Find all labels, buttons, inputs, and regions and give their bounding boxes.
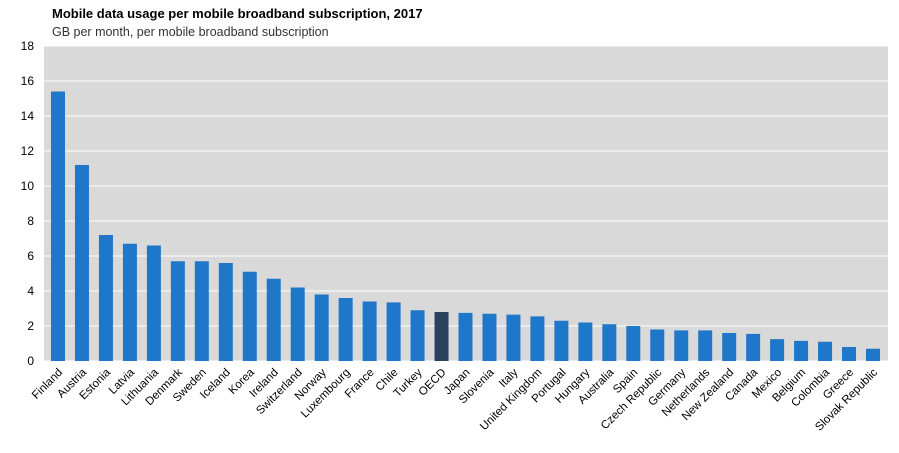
bar-france [362, 301, 377, 361]
y-tick-label: 4 [27, 284, 34, 298]
bar-italy [506, 314, 521, 361]
bar-belgium [794, 340, 809, 361]
bar-united-kingdom [530, 316, 545, 361]
bar-iceland [218, 263, 233, 361]
chart-title: Mobile data usage per mobile broadband s… [52, 6, 423, 21]
bar-canada [746, 333, 761, 361]
bar-netherlands [698, 330, 713, 361]
bar-lithuania [146, 245, 161, 361]
bar-estonia [98, 235, 113, 361]
bar-denmark [170, 261, 185, 361]
y-tick-label: 18 [21, 39, 35, 53]
bar-chile [386, 302, 401, 361]
bar-ireland [266, 278, 281, 361]
bar-korea [242, 271, 257, 361]
bar-greece [842, 347, 857, 361]
y-tick-label: 0 [27, 354, 34, 368]
bar-oecd [434, 312, 449, 361]
y-tick-label: 8 [27, 214, 34, 228]
bar-latvia [122, 243, 137, 361]
x-tick-label: OECD [417, 367, 449, 399]
bar-mexico [770, 339, 785, 361]
y-tick-label: 10 [21, 179, 35, 193]
y-tick-label: 16 [21, 74, 35, 88]
y-tick-label: 12 [21, 144, 35, 158]
y-tick-label: 6 [27, 249, 34, 263]
bar-luxembourg [338, 298, 353, 361]
bar-hungary [578, 322, 593, 361]
chart-subtitle: GB per month, per mobile broadband subsc… [52, 25, 329, 39]
bar-japan [458, 312, 473, 361]
bar-czech-republic [650, 329, 665, 361]
y-tick-label: 14 [21, 109, 35, 123]
y-tick-label: 2 [27, 319, 34, 333]
bar-spain [626, 326, 641, 361]
bar-portugal [554, 320, 569, 361]
bar-colombia [818, 341, 833, 361]
bar-austria [74, 165, 89, 361]
bar-new-zealand [722, 333, 737, 361]
bar-norway [314, 294, 329, 361]
bar-switzerland [290, 287, 305, 361]
bar-slovenia [482, 313, 497, 361]
bar-australia [602, 324, 617, 361]
bar-turkey [410, 310, 425, 361]
bar-germany [674, 330, 689, 361]
bar-finland [51, 91, 65, 361]
bar-slovak-republic [866, 348, 880, 361]
bar-sweden [194, 261, 209, 361]
